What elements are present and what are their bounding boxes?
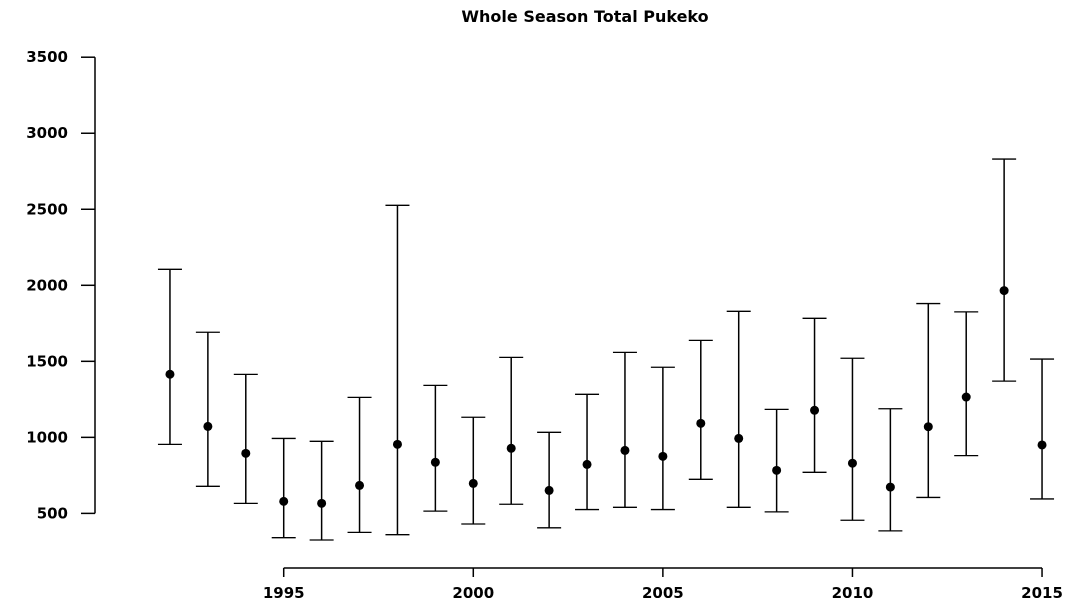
y-tick-label: 1500: [26, 352, 68, 370]
y-tick-label: 3500: [26, 48, 68, 66]
point: [696, 418, 706, 428]
point: [923, 422, 933, 432]
point: [734, 433, 744, 443]
point: [506, 443, 516, 453]
point: [772, 465, 782, 475]
point: [165, 369, 175, 379]
point: [317, 498, 327, 508]
y-tick-label: 1000: [26, 428, 68, 446]
point: [468, 478, 478, 488]
point: [810, 405, 820, 415]
point: [392, 439, 402, 449]
point: [885, 482, 895, 492]
point: [847, 458, 857, 468]
y-tick-label: 3000: [26, 124, 68, 142]
y-tick-label: 2000: [26, 276, 68, 294]
x-tick-label: 2000: [452, 584, 494, 602]
point: [241, 448, 251, 458]
point: [999, 286, 1009, 296]
point: [544, 485, 554, 495]
x-tick-label: 2010: [832, 584, 874, 602]
point: [961, 392, 971, 402]
point: [1037, 440, 1047, 450]
x-tick-label: 2005: [642, 584, 684, 602]
point: [658, 451, 668, 461]
point: [279, 496, 289, 506]
x-tick-label: 2015: [1021, 584, 1063, 602]
y-tick-label: 500: [37, 504, 68, 522]
y-tick-label: 2500: [26, 200, 68, 218]
point: [620, 445, 630, 455]
chart-title: Whole Season Total Pukeko: [461, 7, 708, 26]
point: [355, 480, 365, 490]
point: [582, 459, 592, 469]
point: [203, 421, 213, 431]
x-tick-label: 1995: [263, 584, 305, 602]
point: [430, 457, 440, 467]
